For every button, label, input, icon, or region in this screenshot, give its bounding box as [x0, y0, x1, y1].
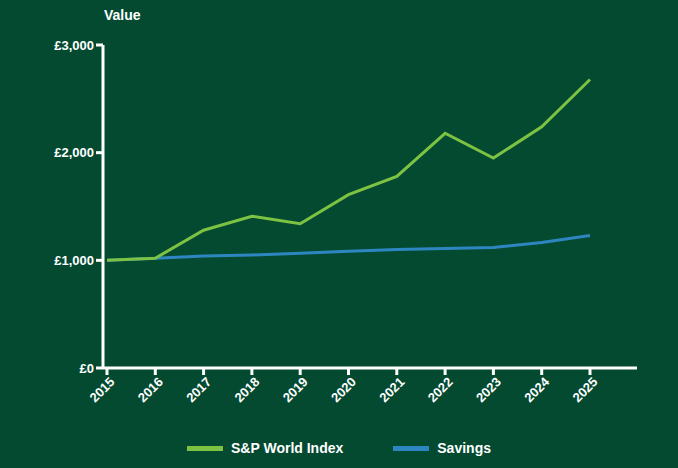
svg-text:£1,000: £1,000: [54, 253, 94, 268]
svg-text:£0: £0: [80, 361, 94, 376]
svg-text:2015: 2015: [87, 374, 118, 405]
svg-text:2023: 2023: [473, 374, 504, 405]
svg-text:2016: 2016: [135, 374, 166, 405]
svg-text:2025: 2025: [570, 374, 601, 405]
svg-text:2024: 2024: [521, 374, 553, 406]
svg-text:2017: 2017: [183, 374, 214, 405]
svg-text:2022: 2022: [425, 374, 456, 405]
html-text:Value: Value: [104, 7, 141, 23]
svg-text:2019: 2019: [280, 374, 311, 405]
html-text:Savings: Savings: [437, 440, 491, 456]
html-text:S&P World Index: S&P World Index: [231, 440, 344, 456]
svg-text:£2,000: £2,000: [54, 145, 94, 160]
svg-text:2021: 2021: [376, 374, 407, 405]
svg-text:2020: 2020: [328, 374, 359, 405]
svg-text:£3,000: £3,000: [54, 38, 94, 53]
svg-text:2018: 2018: [231, 374, 262, 405]
